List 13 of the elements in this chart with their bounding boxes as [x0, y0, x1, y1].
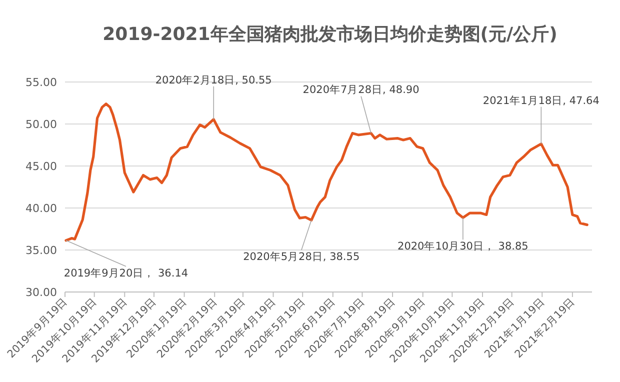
- y-tick-label: 35.00: [26, 244, 57, 257]
- y-tick-label: 50.00: [26, 118, 57, 131]
- annotation: 2020年10月30日， 38.85: [398, 240, 528, 253]
- annotation: 2019年9月20日， 36.14: [64, 267, 188, 280]
- annotation: 2021年1月18日, 47.64: [482, 94, 600, 107]
- y-tick-label: 45.00: [26, 160, 57, 173]
- chart-title: 2019-2021年全国猪肉批发市场日均价走势图(元/公斤): [102, 24, 558, 45]
- annotation: 2020年7月28日, 48.90: [302, 84, 420, 96]
- annotation: 2020年5月28日, 38.55: [243, 251, 360, 264]
- y-tick-label: 30.00: [26, 286, 57, 299]
- annotation: 2020年2月18日, 50.55: [155, 74, 272, 86]
- y-tick-label: 40.00: [26, 202, 57, 215]
- y-tick-label: 55.00: [26, 76, 57, 89]
